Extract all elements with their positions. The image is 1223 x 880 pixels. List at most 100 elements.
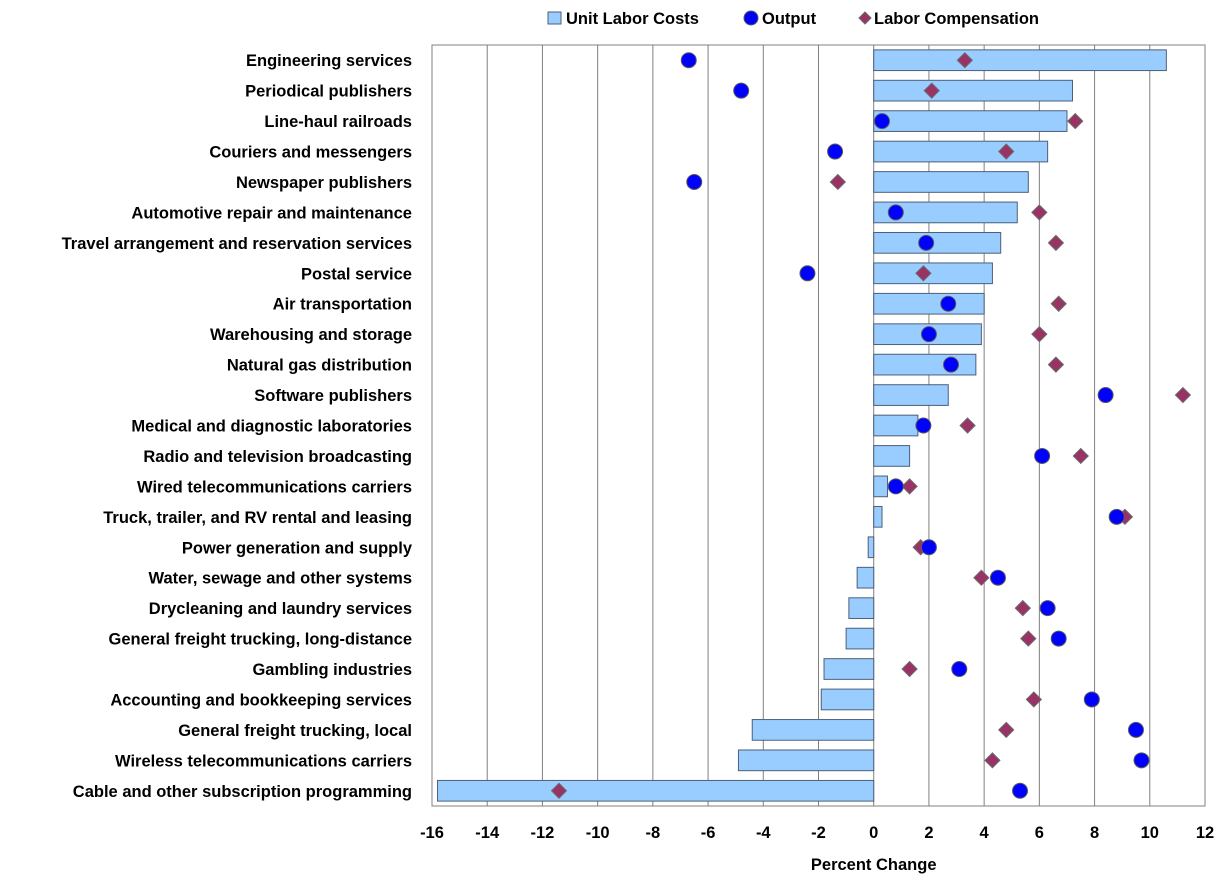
point-output — [686, 173, 703, 190]
bar-unit-labor-costs — [873, 292, 985, 315]
point-output — [920, 326, 937, 343]
point-labor-compensation — [959, 417, 976, 434]
point-labor-compensation — [1031, 204, 1048, 221]
category-label: General freight trucking, long-distance — [109, 631, 412, 649]
category-label: Travel arrangement and reservation servi… — [62, 235, 412, 253]
category-label: Couriers and messengers — [209, 144, 412, 162]
category-label: Wired telecommunications carriers — [137, 478, 412, 496]
point-labor-compensation — [1025, 691, 1043, 708]
category-label: Warehousing and storage — [210, 326, 412, 344]
point-labor-compensation — [1047, 356, 1065, 373]
x-tick-label: 6 — [1035, 824, 1044, 842]
bar-unit-labor-costs — [873, 475, 889, 498]
point-output — [951, 661, 968, 678]
category-label: General freight trucking, local — [178, 722, 412, 740]
bar-unit-labor-costs — [873, 262, 993, 285]
category-label: Gambling industries — [252, 661, 412, 679]
point-labor-compensation — [1174, 386, 1192, 404]
x-tick-label: 12 — [1196, 824, 1214, 842]
category-label: Truck, trailer, and RV rental and leasin… — [103, 509, 412, 527]
point-labor-compensation — [1031, 325, 1048, 343]
point-labor-compensation — [956, 52, 974, 69]
bar-unit-labor-costs — [873, 171, 1029, 193]
point-output — [989, 569, 1006, 586]
x-tick-label: -2 — [811, 824, 826, 842]
point-output — [915, 417, 932, 434]
category-label: Engineering services — [246, 52, 412, 70]
x-tick-label: 8 — [1090, 824, 1099, 842]
bar-unit-labor-costs — [873, 201, 1018, 224]
x-tick-label: -6 — [701, 824, 716, 842]
point-labor-compensation — [901, 660, 918, 678]
category-label: Accounting and bookkeeping services — [110, 691, 412, 709]
point-output — [1133, 752, 1150, 769]
bar-unit-labor-costs — [873, 110, 1068, 132]
category-label: Line-haul railroads — [264, 113, 412, 131]
category-label: Wireless telecommunications carriers — [115, 752, 412, 770]
category-label: Software publishers — [254, 387, 412, 405]
point-labor-compensation — [984, 752, 1001, 769]
point-labor-compensation — [998, 143, 1015, 160]
point-labor-compensation — [829, 173, 847, 191]
point-labor-compensation — [1067, 112, 1084, 130]
point-labor-compensation — [1020, 630, 1037, 647]
point-labor-compensation — [998, 721, 1015, 739]
x-tick-label: -12 — [530, 824, 554, 842]
category-label: Natural gas distribution — [227, 357, 412, 375]
point-labor-compensation — [1050, 295, 1067, 312]
category-label: Postal service — [301, 265, 412, 283]
category-label: Drycleaning and laundry services — [149, 600, 412, 618]
point-output — [799, 265, 816, 282]
point-labor-compensation — [1047, 234, 1065, 252]
point-output — [873, 113, 890, 130]
bar-unit-labor-costs — [737, 749, 875, 772]
x-tick-label: 0 — [869, 824, 878, 842]
bar-unit-labor-costs — [873, 79, 1073, 102]
point-output — [1097, 387, 1114, 404]
x-tick-label: -16 — [420, 824, 444, 842]
point-labor-compensation — [915, 265, 932, 282]
category-label: Periodical publishers — [245, 83, 412, 101]
legend-label-output: Output — [762, 10, 817, 28]
point-labor-compensation — [923, 82, 940, 99]
x-tick-label: -14 — [475, 824, 500, 842]
point-labor-compensation — [550, 782, 568, 799]
point-output — [1108, 508, 1125, 525]
legend-swatch-labor-compensation — [858, 11, 872, 25]
point-labor-compensation — [901, 478, 918, 495]
bar-unit-labor-costs — [848, 597, 875, 619]
point-output — [1083, 691, 1100, 708]
x-tick-label: 10 — [1141, 824, 1159, 842]
plot-frame — [431, 44, 1206, 807]
point-output — [1034, 447, 1051, 464]
point-output — [733, 82, 750, 99]
category-label: Automotive repair and maintenance — [131, 204, 412, 222]
bar-unit-labor-costs — [867, 536, 875, 559]
x-tick-label: -8 — [646, 824, 661, 842]
point-output — [680, 52, 697, 69]
bar-unit-labor-costs — [873, 414, 919, 437]
bar-unit-labor-costs — [873, 49, 1167, 72]
point-output — [1039, 600, 1056, 617]
legend-label-labor-compensation: Labor Compensation — [874, 10, 1039, 28]
point-output — [887, 478, 904, 495]
point-output — [1012, 782, 1029, 799]
category-label: Air transportation — [273, 296, 412, 314]
category-label: Water, sewage and other systems — [149, 570, 413, 588]
point-labor-compensation — [973, 569, 990, 586]
point-output — [940, 295, 957, 312]
bar-unit-labor-costs — [873, 353, 977, 376]
point-output — [1127, 721, 1144, 738]
legend-swatch-output — [743, 10, 759, 26]
point-output — [887, 204, 904, 221]
bar-unit-labor-costs — [873, 140, 1049, 163]
category-label: Radio and television broadcasting — [143, 448, 412, 466]
bar-unit-labor-costs — [873, 445, 911, 467]
point-output — [918, 234, 935, 251]
bar-unit-labor-costs — [873, 384, 949, 406]
x-tick-label: 2 — [924, 824, 933, 842]
bar-unit-labor-costs — [820, 688, 875, 711]
point-labor-compensation — [1014, 599, 1031, 617]
x-tick-label: -4 — [756, 824, 771, 842]
legend-swatch-unit-labor-costs — [547, 11, 562, 25]
